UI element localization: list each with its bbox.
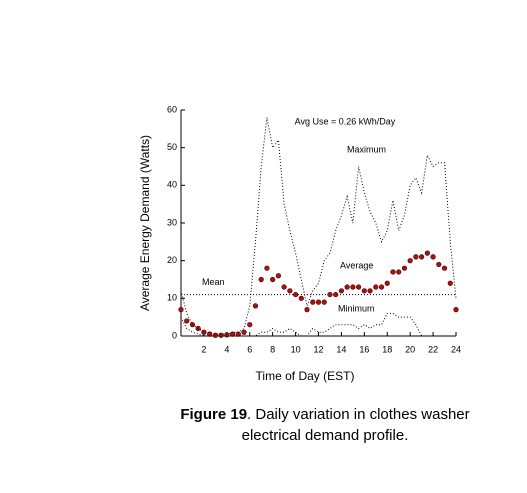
average-point: [298, 295, 304, 301]
average-point: [304, 307, 310, 313]
series-label: Average: [340, 260, 373, 270]
y-tick-label: 20: [167, 255, 177, 265]
series-line: [180, 117, 457, 335]
average-point: [373, 284, 379, 290]
y-tick-label: 10: [167, 293, 177, 303]
average-point: [453, 307, 459, 313]
x-axis-title: Time of Day (EST): [256, 369, 355, 383]
average-point: [390, 269, 396, 275]
y-tick-label: 50: [167, 142, 177, 152]
average-point: [401, 265, 408, 271]
y-tick-label: 60: [167, 104, 177, 114]
x-tick-label: 16: [359, 344, 369, 354]
average-point: [281, 284, 287, 290]
average-point: [344, 284, 350, 290]
average-point: [367, 288, 373, 294]
x-tick-label: 20: [405, 344, 415, 354]
caption-label: Figure 19: [180, 406, 248, 423]
average-point: [384, 280, 390, 286]
average-point: [333, 291, 339, 298]
x-tick-label: 10: [291, 344, 301, 354]
annotation: Avg Use = 0.26 kWh/Day: [295, 116, 396, 126]
average-point: [356, 284, 362, 290]
y-axis-title: Average Energy Demand (Watts): [138, 135, 152, 311]
x-tick-label: 22: [428, 344, 438, 354]
caption: Figure 19. Daily variation in clothes wa…: [160, 404, 490, 446]
x-tick-label: 14: [336, 344, 346, 354]
average-point: [407, 258, 413, 264]
average-point: [207, 331, 213, 337]
x-tick-label: 4: [224, 344, 229, 354]
average-point: [258, 276, 264, 283]
average-point: [184, 318, 190, 324]
average-point: [430, 254, 436, 260]
average-point: [338, 288, 345, 294]
series-label: Maximum: [347, 144, 386, 154]
average-point: [252, 303, 259, 309]
average-point: [327, 291, 333, 298]
y-tick-label: 0: [172, 330, 177, 340]
y-tick-label: 30: [167, 217, 177, 227]
average-point: [292, 291, 299, 298]
x-tick-label: 2: [201, 344, 206, 354]
x-tick-label: 18: [382, 344, 392, 354]
y-tick-label: 40: [167, 180, 177, 190]
x-tick-label: 8: [270, 344, 275, 354]
average-point: [419, 254, 425, 260]
x-tick-label: 6: [247, 344, 252, 354]
average-point: [241, 329, 247, 335]
average-point: [424, 250, 430, 256]
series-label: Minimum: [338, 303, 375, 313]
caption-text: . Daily variation in clothes washer elec…: [241, 406, 470, 444]
average-point: [287, 288, 293, 294]
average-point: [378, 284, 385, 290]
average-point: [361, 288, 367, 294]
average-point: [321, 299, 327, 305]
mean-label: Mean: [202, 277, 225, 287]
x-tick-label: 12: [313, 344, 323, 354]
average-point: [218, 332, 224, 338]
average-point: [315, 299, 322, 305]
average-point: [247, 322, 253, 328]
average-point: [275, 273, 281, 279]
average-point: [189, 322, 196, 328]
average-point: [270, 276, 276, 283]
average-point: [264, 265, 270, 271]
x-tick-label: 24: [451, 344, 461, 354]
average-point: [350, 284, 356, 290]
average-point: [441, 265, 448, 271]
average-point: [224, 332, 230, 338]
average-point: [310, 299, 316, 305]
average-point: [436, 261, 442, 268]
average-point: [413, 254, 419, 260]
average-point: [396, 269, 402, 275]
average-point: [447, 280, 453, 286]
series-line: [180, 312, 456, 337]
average-point: [178, 307, 184, 313]
